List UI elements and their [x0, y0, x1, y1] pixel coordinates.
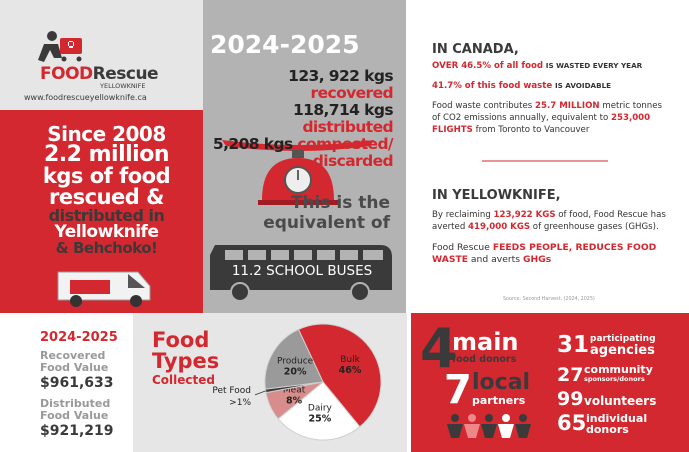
value-amount: $921,219 — [40, 423, 114, 439]
logo-food: FOOD — [40, 64, 93, 84]
fact-text: of greenhouse gases (GHGs). — [530, 222, 659, 232]
logo-panel — [0, 0, 203, 110]
fact-text: IS WASTED EVERY YEAR — [545, 61, 643, 70]
values-title: 2024-2025 — [40, 330, 118, 345]
donor-label: community — [584, 363, 653, 376]
donor-label-block: individual donors — [586, 413, 647, 435]
slice-value: 8% — [286, 395, 303, 406]
fact-text: IS AVOIDABLE — [554, 81, 612, 90]
donor-number: 31 — [557, 332, 590, 358]
title-line: Types — [152, 349, 220, 373]
slice-label: Produce — [277, 357, 314, 367]
fact-text: By reclaiming — [432, 210, 494, 220]
section-title: IN YELLOWKNIFE, — [432, 188, 561, 203]
slice-value: 46% — [339, 365, 362, 376]
donor-label: main — [452, 328, 519, 356]
donor-number: 7 — [444, 367, 472, 413]
pie-slice — [277, 381, 361, 441]
history-line: 2.2 million — [44, 142, 170, 167]
scale — [222, 140, 374, 205]
donor-label: sponsors/donors — [584, 375, 645, 383]
pie-slice — [264, 328, 324, 390]
van — [57, 271, 151, 307]
url: www.foodrescueyellowknife.ca — [24, 93, 147, 102]
stat-amount: 118,714 kgs — [292, 101, 394, 119]
donor-label: food donors — [452, 354, 517, 365]
donor-label: volunteers — [584, 394, 657, 408]
people-icons — [447, 414, 531, 438]
slice-label: Meat — [283, 385, 306, 395]
donor-label: individual — [586, 412, 648, 425]
slice-label: Pet Food — [212, 386, 251, 396]
value-amount: $961,633 — [40, 375, 114, 391]
highlight: GHGs — [522, 254, 552, 265]
stat-amount: 123, 922 kgs — [288, 67, 393, 85]
history-line: Yellowknife — [54, 222, 159, 242]
donor-label: partners — [472, 394, 526, 407]
fact-text: and averts — [468, 254, 523, 265]
highlight: 419,000 KGS — [468, 222, 531, 232]
highlight: FEEDS PEOPLE, REDUCES FOOD WASTE — [432, 242, 657, 265]
slice-label: Bulk — [340, 355, 360, 365]
season-stats: 123, 922 kgs recovered 118,714 kgs distr… — [205, 67, 394, 170]
highlight: 253,000 FLIGHTS — [432, 113, 651, 135]
stat-label: recovered — [310, 84, 394, 102]
slice-value: 25% — [309, 414, 332, 425]
stat-amount: 5,208 kgs — [212, 135, 293, 153]
source: Source: Second Harvest, (2024, 2025) — [503, 297, 595, 302]
pie-slice — [297, 323, 382, 428]
value-label: Distributed Food Value — [40, 397, 111, 422]
fact-text: of food, Food Rescue has averted — [432, 210, 666, 232]
pie-title: Food Types Collected — [152, 328, 232, 387]
logo-rescue: Rescue — [92, 64, 159, 84]
donor-label-block: community sponsors/donors — [584, 363, 674, 384]
logo-icon — [38, 31, 82, 62]
fact-text: metric tonnes of CO2 emissions annually,… — [432, 101, 663, 123]
history-line: kgs of food — [42, 164, 171, 188]
leader-line — [254, 390, 266, 396]
slice-label: Dairy — [308, 404, 333, 414]
section-title: IN CANADA, — [432, 42, 519, 57]
canada-facts: OVER 46.5% of all food IS WASTED EVERY Y… — [432, 60, 672, 136]
highlight: OVER 46.5% of all food — [432, 61, 544, 71]
title-line: Food — [152, 328, 210, 352]
logo-wordmark: FOODRescue — [40, 64, 159, 84]
fact-text: Food Rescue — [432, 242, 493, 253]
donor-label: participating — [590, 334, 656, 344]
donor-number: 4 — [420, 317, 458, 380]
season-title: 2024-2025 — [210, 30, 360, 59]
donor-label: donors — [586, 423, 629, 436]
bus-count: 11.2 SCHOOL BUSES — [231, 263, 373, 279]
donor-number: 99 — [557, 388, 584, 410]
highlight: 41.7% of this food waste — [432, 81, 553, 91]
donor-number: 27 — [557, 364, 584, 386]
yk-facts: By reclaiming 123,922 KGS of food, Food … — [432, 209, 667, 266]
history-line: distributed in — [48, 206, 165, 225]
highlight: 25.7 MILLION — [535, 101, 600, 111]
donor-label-block: participating agencies — [590, 334, 670, 357]
donor-number: 65 — [557, 411, 587, 435]
fact-text: Food waste contributes — [432, 101, 535, 111]
highlight: 123,922 KGS — [493, 210, 556, 220]
donor-label: agencies — [590, 343, 655, 358]
school-bus — [210, 245, 392, 302]
value-label: Recovered Food Value — [40, 349, 109, 374]
history-line: rescued & — [49, 185, 164, 209]
history-line: & Behchoko! — [55, 239, 158, 257]
title-line: Collected — [152, 373, 215, 387]
logo-sub: YELLOWKNIFE — [100, 82, 146, 90]
equivalent-text: This is the equivalent of — [263, 193, 390, 233]
history-line: Since 2008 — [47, 122, 166, 146]
stat-label: composted/ discarded — [297, 135, 393, 170]
slice-value: 20% — [284, 367, 307, 378]
history: Since 2008 2.2 million kgs of food rescu… — [14, 124, 199, 256]
stat-label: distributed — [302, 118, 393, 136]
fact-text: from Toronto to Vancouver — [472, 125, 590, 135]
donor-label: local — [472, 370, 531, 395]
slice-value: >1% — [229, 398, 251, 408]
